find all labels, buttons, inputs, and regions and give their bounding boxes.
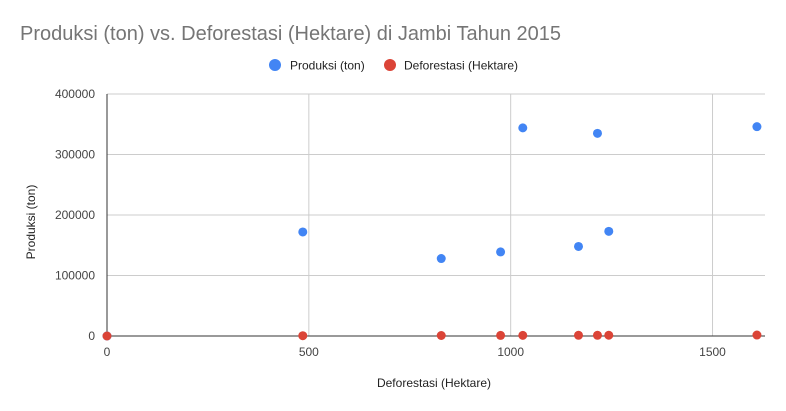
produksi-point — [496, 247, 506, 257]
deforestasi-point — [436, 330, 446, 340]
x-tick-label: 1000 — [497, 345, 524, 359]
y-tick-label: 200000 — [55, 208, 95, 222]
produksi-point — [592, 128, 602, 138]
produksi-point — [573, 241, 583, 251]
produksi-point — [752, 122, 762, 132]
legend-marker-deforestasi — [384, 59, 396, 71]
axes — [106, 94, 765, 337]
legend: Produksi (ton) Deforestasi (Hektare) — [269, 59, 518, 73]
deforestasi-point — [592, 330, 602, 340]
y-tick-label: 0 — [88, 329, 95, 343]
x-tick-label: 1500 — [699, 345, 726, 359]
produksi-point — [436, 254, 446, 264]
deforestasi-point — [604, 330, 614, 340]
x-tick-label: 500 — [299, 345, 319, 359]
data-points — [102, 122, 762, 341]
deforestasi-point — [102, 331, 112, 341]
deforestasi-point — [752, 330, 762, 340]
deforestasi-point — [496, 330, 506, 340]
deforestasi-point — [298, 331, 308, 341]
y-tick-label: 400000 — [55, 87, 95, 101]
chart-title: Produksi (ton) vs. Deforestasi (Hektare)… — [20, 23, 561, 45]
tick-labels: 0 100000 200000 300000 400000 0 500 1000 1500 — [55, 87, 726, 359]
y-tick-label: 300000 — [55, 148, 95, 162]
x-axis-title: Deforestasi (Hektare) — [377, 376, 491, 390]
produksi-point — [298, 227, 308, 237]
produksi-point — [604, 226, 614, 236]
legend-marker-produksi — [269, 59, 281, 71]
gridlines — [107, 93, 765, 336]
y-tick-label: 100000 — [55, 269, 95, 283]
legend-label-deforestasi: Deforestasi (Hektare) — [404, 59, 518, 73]
produksi-point — [518, 123, 528, 133]
deforestasi-point — [573, 330, 583, 340]
legend-label-produksi: Produksi (ton) — [290, 59, 365, 73]
x-tick-label: 0 — [104, 345, 111, 359]
deforestasi-point — [518, 330, 528, 340]
y-axis-title: Produksi (ton) — [24, 185, 38, 260]
